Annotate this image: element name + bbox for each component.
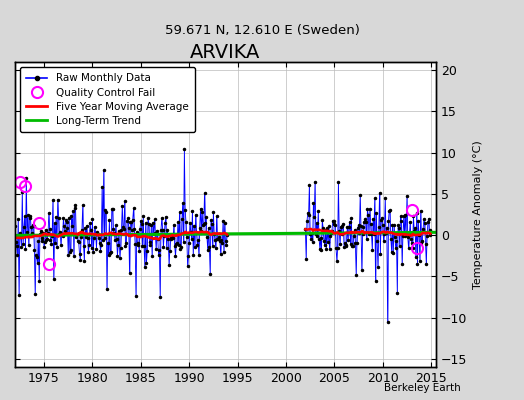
Legend: Raw Monthly Data, Quality Control Fail, Five Year Moving Average, Long-Term Tren: Raw Monthly Data, Quality Control Fail, …: [20, 67, 194, 132]
Y-axis label: Temperature Anomaly (°C): Temperature Anomaly (°C): [473, 140, 483, 289]
Title: ARVIKA: ARVIKA: [190, 43, 261, 62]
Text: Berkeley Earth: Berkeley Earth: [385, 383, 461, 393]
Text: 59.671 N, 12.610 E (Sweden): 59.671 N, 12.610 E (Sweden): [165, 24, 359, 37]
